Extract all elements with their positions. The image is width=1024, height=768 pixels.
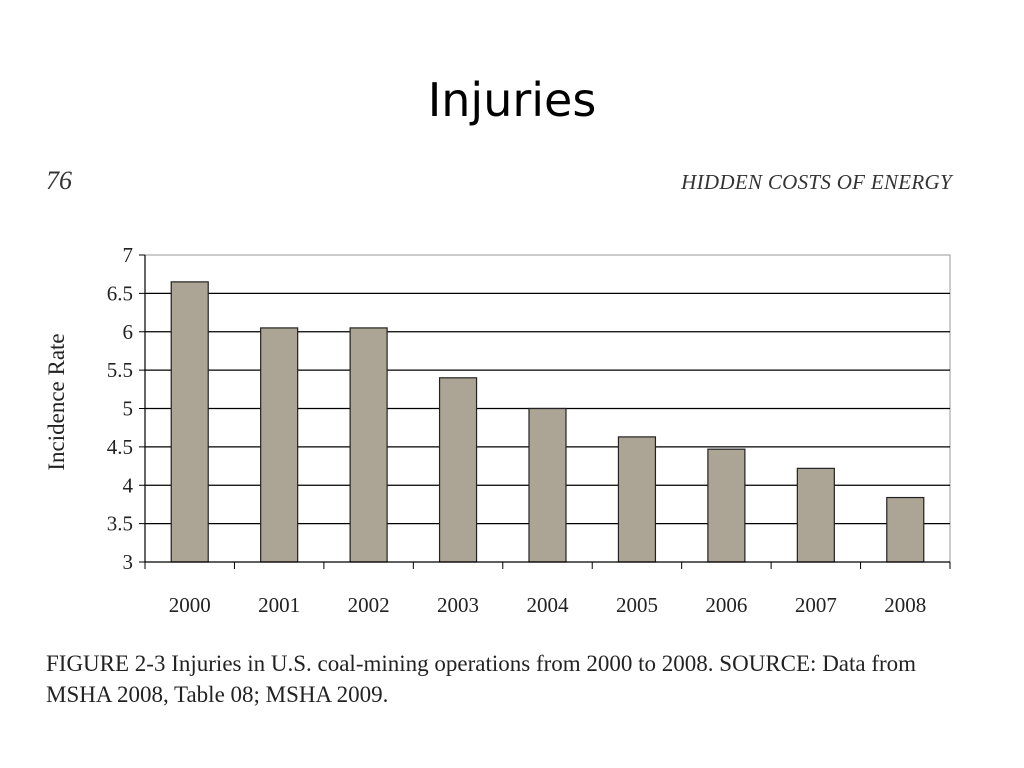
y-tick-label: 4.5 (107, 435, 133, 459)
bar-2003 (438, 377, 478, 563)
bar-2005 (617, 436, 657, 563)
x-tick-label: 2005 (616, 593, 658, 617)
x-tick-label: 2006 (705, 593, 747, 617)
bar-2002 (349, 327, 388, 563)
y-tick-label: 7 (123, 243, 134, 267)
x-tick-label: 2008 (884, 593, 926, 617)
bar-2007 (796, 467, 835, 563)
bars (170, 281, 925, 563)
bar-2006 (707, 448, 746, 563)
figure-caption: FIGURE 2-3 Injuries in U.S. coal-mining … (46, 651, 917, 707)
y-tick-labels: 3 3.5 4 4.5 5 5.5 6 6.5 7 (107, 243, 134, 574)
bar-2001 (260, 327, 299, 563)
x-tick-label: 2007 (795, 593, 837, 617)
y-axis-label: Incidence Rate (44, 333, 69, 470)
y-tick-label: 5.5 (107, 358, 133, 382)
x-tick-label: 2004 (527, 593, 570, 617)
x-tick-label: 2003 (437, 593, 479, 617)
y-tick-label: 5 (123, 397, 134, 421)
y-tick-label: 3.5 (107, 512, 133, 536)
running-head: HIDDEN COSTS OF ENERGY (681, 170, 952, 194)
bar-2004 (528, 407, 567, 563)
x-tick-labels: 2000 2001 2002 2003 2004 2005 2006 2007 2008 (169, 593, 927, 617)
x-tick-label: 2001 (258, 593, 300, 617)
y-tick-label: 4 (123, 473, 134, 497)
bar-2008 (886, 496, 925, 563)
y-tick-label: 3 (123, 550, 134, 574)
axes (139, 254, 951, 569)
page-number: 76 (46, 166, 72, 195)
x-tick-label: 2002 (348, 593, 390, 617)
slide-title: Injuries (427, 73, 597, 127)
y-tick-label: 6.5 (107, 281, 133, 305)
x-tick-label: 2000 (169, 593, 211, 617)
bar-2000 (170, 281, 209, 563)
y-tick-label: 6 (123, 320, 134, 344)
incidence-rate-bar-chart: 33.544.555.566.57 2000 2001 2002 2003 2004 20… (44, 243, 951, 617)
